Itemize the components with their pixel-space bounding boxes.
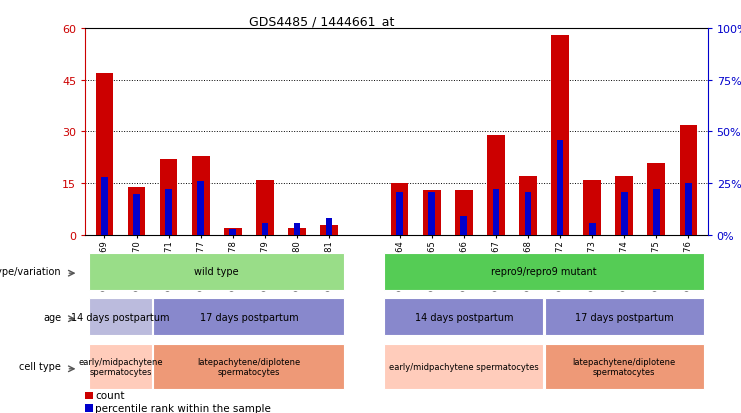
Bar — [256, 180, 273, 235]
Bar — [288, 228, 306, 235]
Bar — [197, 182, 204, 235]
Bar — [89, 344, 152, 389]
Bar — [385, 344, 543, 389]
Bar — [153, 344, 345, 389]
Bar — [621, 192, 628, 235]
Bar — [423, 191, 441, 235]
Bar — [385, 253, 704, 290]
Bar — [556, 140, 563, 235]
Text: 17 days postpartum: 17 days postpartum — [575, 312, 674, 322]
Bar — [165, 190, 172, 235]
Text: latepachytene/diplotene
spermatocytes: latepachytene/diplotene spermatocytes — [573, 357, 676, 376]
Bar — [551, 36, 569, 235]
Title: GDS4485 / 1444661_at: GDS4485 / 1444661_at — [249, 15, 394, 28]
Bar — [127, 187, 145, 235]
Bar — [583, 180, 601, 235]
Bar — [589, 223, 596, 235]
Bar — [455, 191, 473, 235]
Bar — [89, 299, 152, 335]
Bar — [293, 223, 300, 235]
Bar — [545, 299, 704, 335]
Bar — [320, 225, 338, 235]
Bar — [85, 404, 93, 412]
Text: early/midpachytene
spermatocytes: early/midpachytene spermatocytes — [79, 357, 163, 376]
Bar — [153, 299, 345, 335]
Bar — [493, 190, 499, 235]
Bar — [616, 177, 633, 235]
Bar — [96, 74, 113, 235]
Bar — [460, 217, 467, 235]
Bar — [326, 219, 333, 235]
Bar — [396, 192, 403, 235]
Text: 14 days postpartum: 14 days postpartum — [71, 312, 170, 322]
Text: repro9/repro9 mutant: repro9/repro9 mutant — [491, 266, 597, 277]
Bar — [385, 299, 543, 335]
Bar — [230, 229, 236, 235]
Text: early/midpachytene spermatocytes: early/midpachytene spermatocytes — [389, 362, 539, 371]
Bar — [85, 392, 93, 399]
Text: 14 days postpartum: 14 days postpartum — [414, 312, 513, 322]
Bar — [685, 184, 692, 235]
Bar — [133, 194, 140, 235]
Bar — [519, 177, 536, 235]
Bar — [262, 223, 268, 235]
Bar — [525, 192, 531, 235]
Text: count: count — [96, 390, 125, 400]
Bar — [224, 228, 242, 235]
Text: genotype/variation: genotype/variation — [0, 266, 62, 277]
Text: wild type: wild type — [194, 266, 239, 277]
Bar — [89, 253, 345, 290]
Text: age: age — [43, 312, 62, 322]
Text: cell type: cell type — [19, 361, 62, 372]
Bar — [648, 163, 665, 235]
Bar — [428, 192, 435, 235]
Bar — [653, 190, 659, 235]
Text: latepachytene/diplotene
spermatocytes: latepachytene/diplotene spermatocytes — [197, 357, 300, 376]
Bar — [391, 184, 408, 235]
Text: 17 days postpartum: 17 days postpartum — [199, 312, 298, 322]
Bar — [545, 344, 704, 389]
Bar — [192, 156, 210, 235]
Bar — [679, 125, 697, 235]
Bar — [487, 135, 505, 235]
Text: percentile rank within the sample: percentile rank within the sample — [96, 403, 271, 413]
Bar — [160, 160, 177, 235]
Bar — [101, 178, 108, 235]
